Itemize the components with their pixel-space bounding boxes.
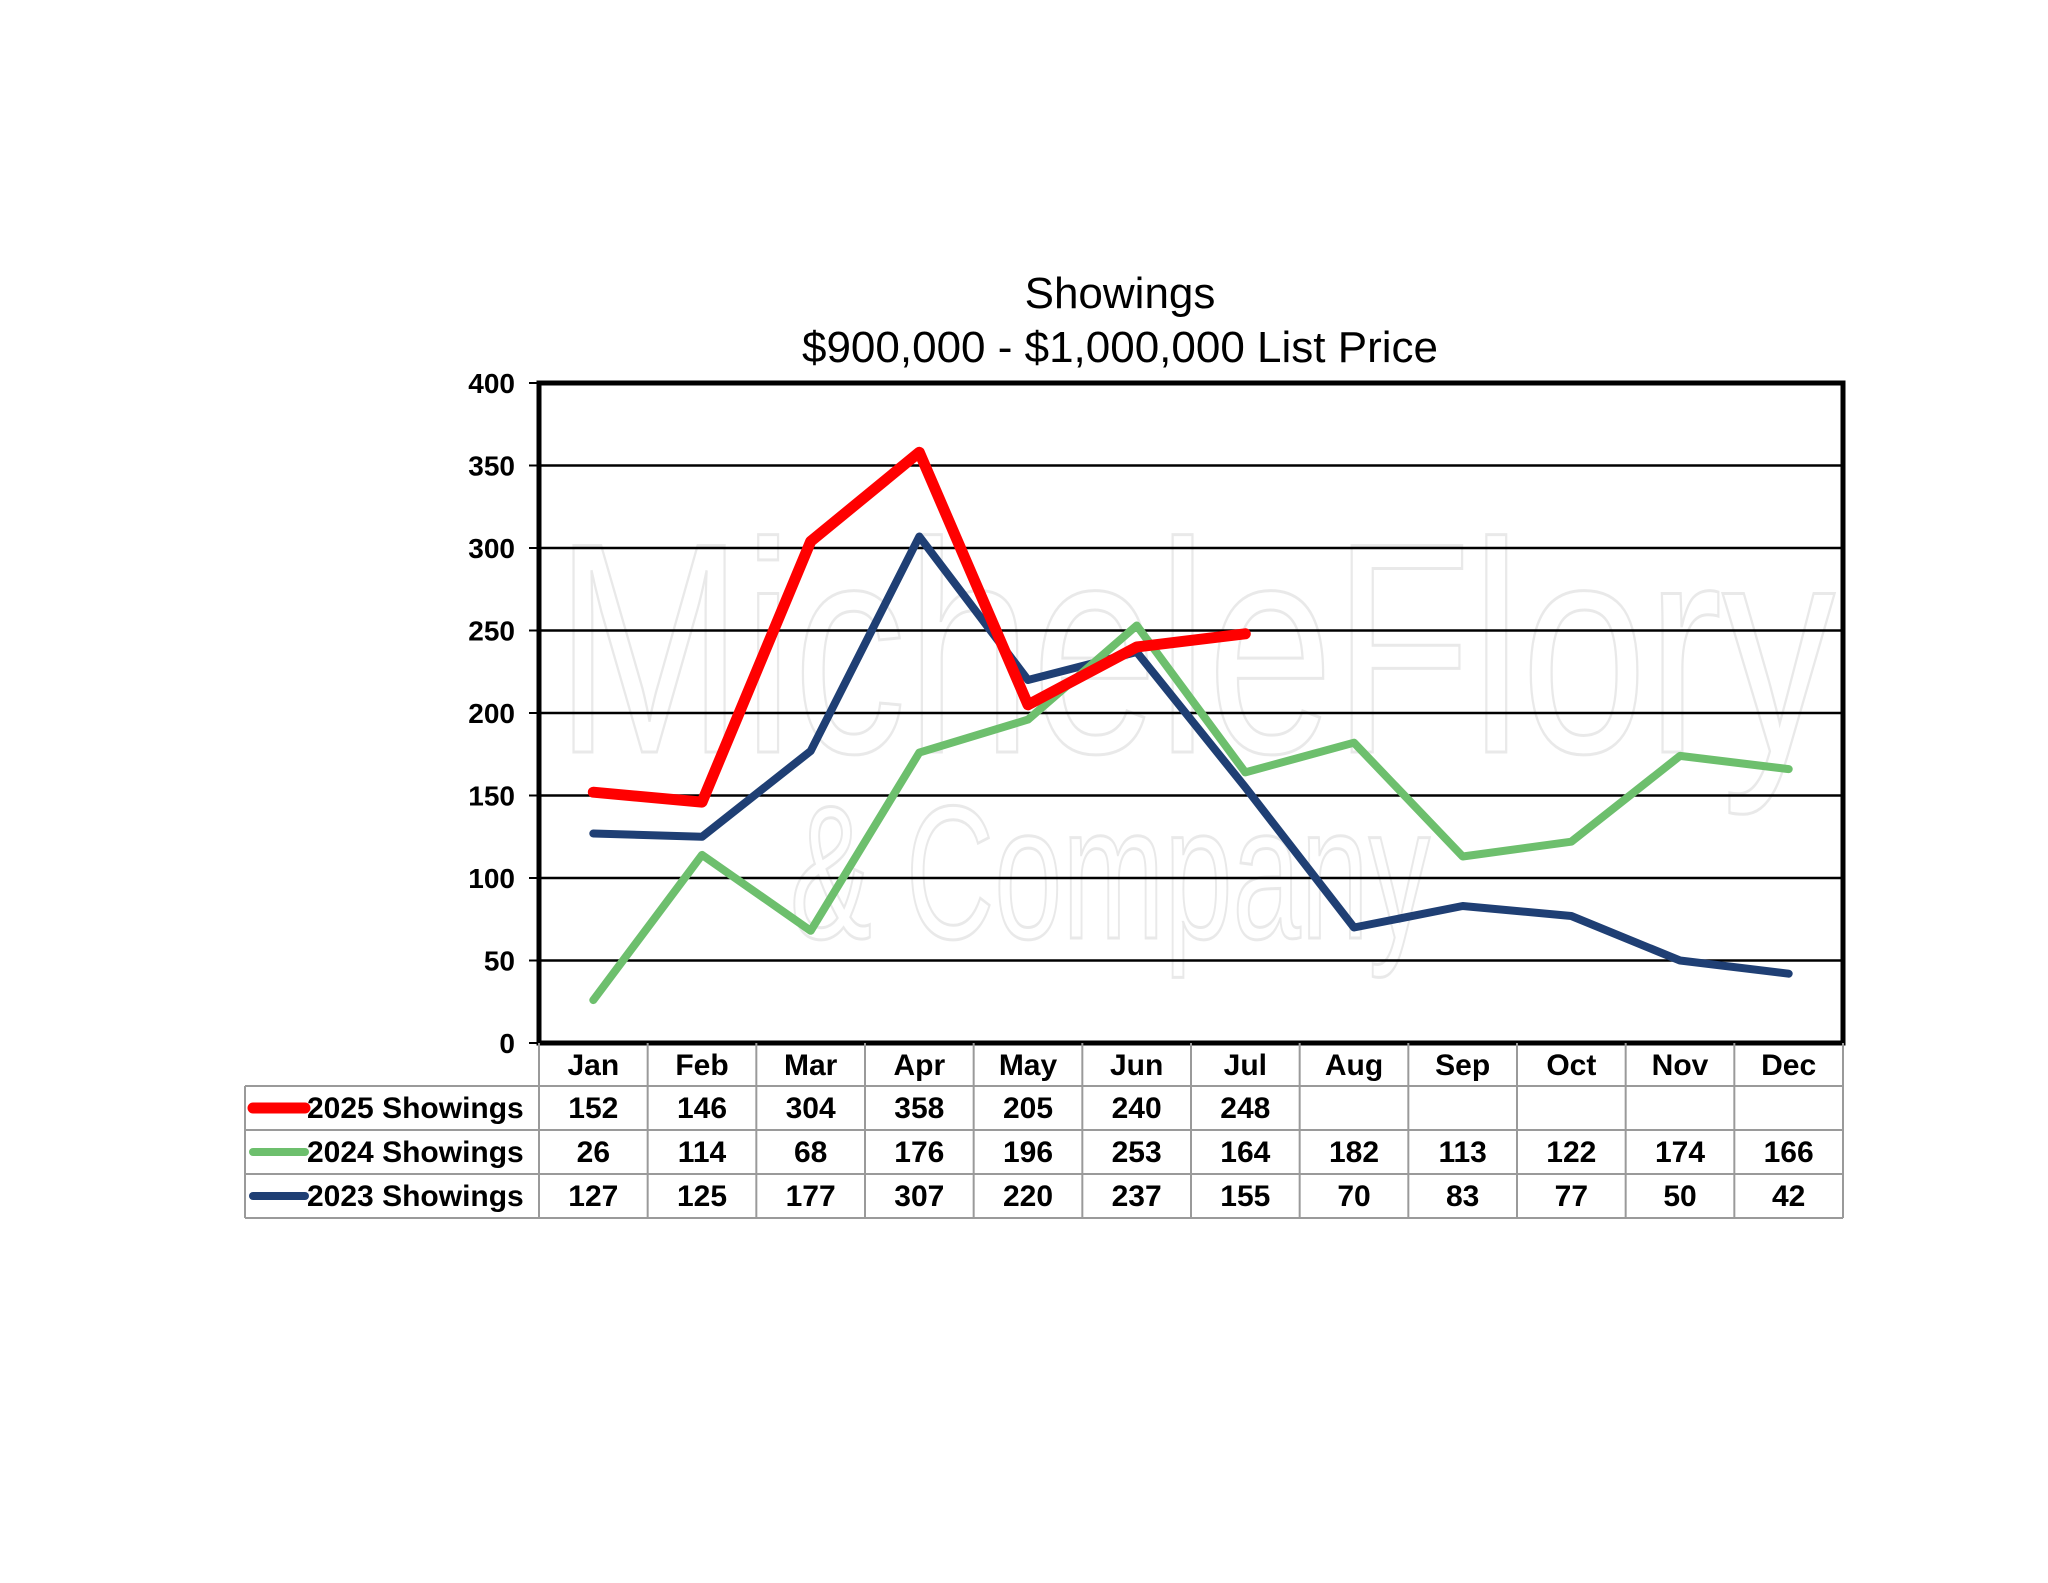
table-cell-value: 26	[577, 1136, 610, 1169]
chart-title: Showings	[1025, 269, 1216, 318]
ytick-label-100: 100	[468, 863, 515, 894]
table-cell-value: 240	[1112, 1092, 1162, 1125]
table-cell-value: 114	[678, 1136, 727, 1169]
table-cell-value: 122	[1546, 1136, 1596, 1169]
table-cell-value: 125	[677, 1180, 727, 1213]
series-line-2025-showings	[587, 446, 1251, 808]
watermark-line2: & Company	[790, 767, 1430, 979]
data-table: Jan Feb Mar Apr May Jun Jul Aug Sep Oct Nov Dec 2025…	[244, 1043, 1844, 1219]
table-cell-value: 205	[1003, 1092, 1053, 1125]
table-cell-value: 113	[1438, 1136, 1486, 1169]
x-category-label: Mar	[784, 1049, 838, 1082]
table-cell-value: 237	[1112, 1180, 1162, 1213]
table-cell-value: 220	[1003, 1180, 1053, 1213]
table-cell-value: 196	[1003, 1136, 1053, 1169]
table-cell-value: 182	[1329, 1136, 1379, 1169]
table-cell-value: 83	[1446, 1180, 1479, 1213]
ytick-label-300: 300	[468, 533, 515, 564]
table-cell-value: 127	[568, 1180, 618, 1213]
legend-label-2023-showings: 2023 Showings	[307, 1180, 524, 1213]
table-cell-value: 152	[568, 1092, 618, 1125]
x-category-label: Apr	[893, 1049, 945, 1082]
legend-label-2025-showings: 2025 Showings	[307, 1092, 524, 1125]
table-cell-value: 177	[786, 1180, 836, 1213]
table-cell-value: 253	[1112, 1136, 1162, 1169]
table-cell-value: 174	[1655, 1136, 1705, 1169]
table-cell-value: 146	[677, 1092, 727, 1125]
table-cell-value: 304	[786, 1092, 836, 1125]
ytick-label-200: 200	[468, 698, 515, 729]
x-category-label: Jul	[1224, 1049, 1267, 1082]
table-cell-value: 166	[1764, 1136, 1814, 1169]
series-lines	[587, 446, 1793, 1005]
table-cell-value: 77	[1555, 1180, 1588, 1213]
ytick-label-150: 150	[468, 781, 515, 812]
table-cell-value: 307	[894, 1180, 944, 1213]
x-category-label: Sep	[1435, 1049, 1490, 1082]
ytick-label-350: 350	[468, 451, 515, 482]
table-cell-value: 248	[1220, 1092, 1270, 1125]
x-category-label: Dec	[1761, 1049, 1816, 1082]
table-cell-value: 155	[1220, 1180, 1270, 1213]
ytick-label-400: 400	[468, 368, 515, 399]
series-line-2023-showings	[589, 532, 1793, 978]
x-category-label: Nov	[1652, 1049, 1709, 1082]
ytick-label-0: 0	[499, 1028, 515, 1059]
table-cell-value: 164	[1220, 1136, 1270, 1169]
table-cell-value: 358	[894, 1092, 944, 1125]
table-cell-value: 68	[794, 1136, 827, 1169]
table-cell-value: 42	[1772, 1180, 1805, 1213]
y-axis: 0 50 100 150 200 250 300 350 400	[468, 368, 540, 1059]
x-category-label: Oct	[1546, 1049, 1596, 1082]
legend-label-2024-showings: 2024 Showings	[307, 1136, 524, 1169]
table-cell-value: 70	[1337, 1180, 1370, 1213]
table-cell-value: 176	[894, 1136, 944, 1169]
x-category-label: Jun	[1110, 1049, 1163, 1082]
ytick-label-250: 250	[468, 616, 515, 647]
chart-subtitle: $900,000 - $1,000,000 List Price	[802, 323, 1438, 372]
x-category-label: Aug	[1325, 1049, 1383, 1082]
ytick-label-50: 50	[484, 946, 515, 977]
x-category-label: Jan	[567, 1049, 619, 1082]
table-cell-value: 50	[1663, 1180, 1696, 1213]
x-category-label: Feb	[675, 1049, 728, 1082]
series-line-2024-showings	[589, 621, 1793, 1005]
x-category-label: May	[999, 1049, 1058, 1082]
